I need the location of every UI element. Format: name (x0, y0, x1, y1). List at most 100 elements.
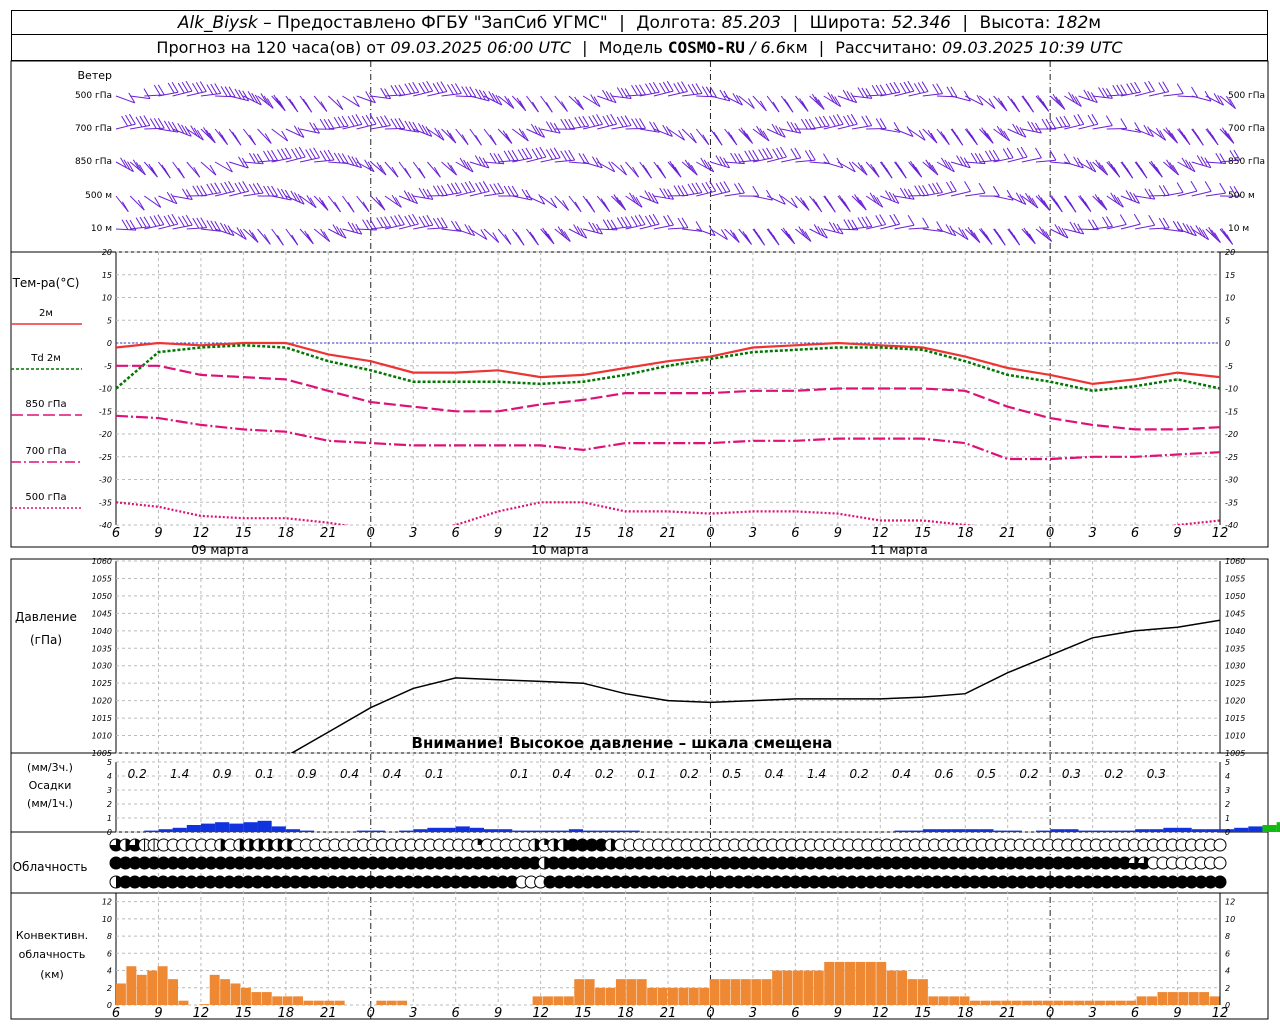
wind-barb (469, 128, 482, 146)
precip-bar (1050, 829, 1065, 832)
precip-bar (1248, 826, 1263, 832)
wind-barb (214, 128, 228, 145)
y-tick-label: 5 (1225, 316, 1230, 325)
wind-barb (370, 115, 391, 130)
wind-barb (243, 228, 259, 243)
wind-barb (313, 95, 328, 112)
convective-cloud-bar (532, 996, 543, 1005)
precip-3h-total: 0.4 (892, 767, 911, 781)
alt-value: 182 (1055, 13, 1089, 33)
y-tick-label: -40 (1225, 521, 1238, 530)
wind-barb (1035, 194, 1051, 211)
precip-bar (484, 829, 499, 832)
cloud-title: Облачность (13, 860, 88, 874)
wind-barb (144, 117, 165, 130)
x-tick-label: 15 (235, 526, 252, 541)
wind-barb (370, 216, 392, 230)
x-tick-label: 6 (112, 526, 120, 541)
conv-unit: (км) (40, 968, 64, 981)
convective-cloud-bar (761, 979, 772, 1005)
lon-label: Долгота: (636, 13, 717, 33)
wind-barb (794, 95, 809, 112)
wind-barb (427, 81, 448, 97)
precip-3h-total: 0.1 (510, 767, 529, 781)
x-tick-label: 18 (957, 1006, 974, 1021)
wind-barb (979, 127, 994, 144)
wind-barb (795, 118, 816, 130)
wind-barb (936, 180, 957, 197)
wind-barb (880, 81, 901, 97)
wind-barb (1120, 81, 1141, 97)
header-dash: – (263, 13, 272, 33)
y-tick-label: -40 (99, 521, 112, 530)
temp-legend-850: 850 гПа (25, 399, 66, 410)
x-tick-label: 3 (409, 526, 417, 541)
precip-bar (908, 830, 923, 832)
wind-level-label-right: 500 гПа (1228, 91, 1265, 101)
precip-title: Осадки (29, 779, 72, 792)
convective-cloud-bar (907, 979, 918, 1005)
convective-cloud-bar (116, 983, 126, 1005)
temp-series-line (116, 364, 1220, 431)
wind-barb (710, 181, 731, 197)
wind-barb (299, 228, 314, 245)
convective-cloud-bar (678, 987, 689, 1005)
x-tick-label: 12 (1212, 526, 1229, 541)
wind-barb (1219, 185, 1241, 197)
wind-barb (214, 161, 233, 173)
convective-cloud-bar (553, 996, 564, 1005)
convective-cloud-bar (1126, 1000, 1137, 1005)
wind-barb (781, 147, 802, 163)
x-tick-label: 21 (660, 1006, 677, 1021)
wind-barb (1177, 180, 1198, 197)
wind-barb (766, 146, 787, 163)
y-tick-label: -5 (104, 362, 112, 371)
wind-level-label: 500 м (85, 191, 112, 201)
y-tick-label: -35 (99, 498, 112, 507)
x-tick-label: 12 (872, 526, 889, 541)
wind-barb (328, 152, 349, 165)
wind-barb (342, 114, 363, 130)
convective-cloud-bar (1188, 992, 1199, 1005)
convective-cloud-bar (324, 1000, 335, 1005)
x-tick-label: 18 (278, 526, 295, 541)
wind-barb (950, 181, 971, 197)
precip-bar (186, 825, 201, 832)
wind-barb (172, 214, 193, 230)
wind-barb (738, 228, 752, 245)
wind-barb (851, 87, 873, 99)
wind-barb (681, 128, 697, 144)
y-tick-label: 0 (1225, 828, 1230, 837)
wind-barb (1021, 192, 1039, 209)
wind-barb (1078, 195, 1092, 212)
wind-barb (1050, 115, 1071, 130)
wind-barb (1134, 161, 1148, 179)
precip-bar (1007, 830, 1022, 832)
convective-cloud-bar (980, 1000, 991, 1005)
wind-barb (130, 115, 151, 130)
wind-barb (865, 192, 884, 208)
y-tick-label: 1010 (1225, 732, 1245, 741)
wind-barb (129, 195, 145, 211)
x-tick-label: 21 (320, 1006, 337, 1021)
precip-bar (951, 829, 966, 832)
x-tick-label: 9 (494, 1006, 502, 1021)
convective-cloud-bar (928, 996, 939, 1005)
x-tick-label: 0 (706, 1006, 714, 1021)
wind-barb (568, 115, 590, 130)
wind-barb (1149, 81, 1170, 97)
wind-barb (526, 95, 539, 113)
y-tick-label: 4 (1225, 967, 1230, 976)
wind-barb (313, 228, 331, 242)
x-tick-label: 21 (999, 1006, 1016, 1021)
pressure-unit: (гПа) (30, 633, 62, 647)
wind-barb (936, 128, 950, 146)
wind-barb (908, 81, 929, 97)
precip-3h-total: 0.6 (934, 767, 953, 781)
convective-cloud-bar (230, 983, 241, 1005)
wind-barb (384, 118, 406, 130)
wind-barb (922, 182, 943, 197)
wind-barb (908, 160, 923, 178)
precip-bar (1163, 827, 1178, 832)
wind-barb (299, 195, 317, 209)
